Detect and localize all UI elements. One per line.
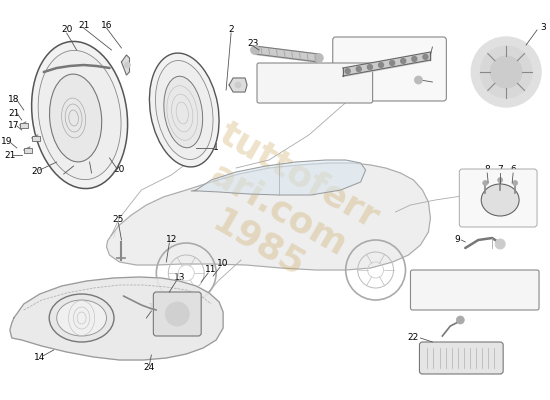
Text: 14: 14 [34,354,46,362]
FancyBboxPatch shape [420,342,503,374]
Ellipse shape [150,53,219,167]
Polygon shape [10,277,223,360]
Text: 22: 22 [407,334,419,342]
Circle shape [314,54,323,62]
Ellipse shape [57,300,107,336]
Text: 3: 3 [540,24,546,32]
Text: 18: 18 [8,96,20,104]
Ellipse shape [481,184,519,216]
Text: 20: 20 [61,26,73,34]
Text: 13: 13 [173,274,185,282]
Text: tuttoferr
ari.com
1985: tuttoferr ari.com 1985 [173,116,384,304]
Text: 4: 4 [432,42,438,52]
Circle shape [480,46,532,98]
Text: 25: 25 [113,216,124,224]
Ellipse shape [38,50,121,180]
Text: 15: 15 [147,304,159,312]
Circle shape [490,56,522,88]
FancyBboxPatch shape [333,37,447,101]
Ellipse shape [164,76,202,148]
Circle shape [166,302,189,326]
Polygon shape [122,55,129,75]
Bar [20,123,28,128]
Text: 11: 11 [205,266,217,274]
Text: Vale per USA e CDN
Valid for USA and CDN: Vale per USA e CDN Valid for USA and CDN [262,72,368,94]
Text: 7: 7 [497,166,503,174]
Circle shape [483,180,488,186]
Ellipse shape [31,42,128,188]
FancyBboxPatch shape [153,292,201,336]
Text: 19: 19 [1,138,13,146]
Polygon shape [107,163,431,270]
Text: 20: 20 [86,170,97,180]
Text: 20: 20 [114,166,125,174]
Text: Vale per USA e CDN
Valid for USA and CDN: Vale per USA e CDN Valid for USA and CDN [421,279,527,301]
Circle shape [378,62,383,68]
Text: 23: 23 [248,38,258,48]
Text: 24: 24 [144,364,155,372]
Bar [32,136,40,141]
Ellipse shape [156,60,213,160]
Text: 10: 10 [217,260,229,268]
Polygon shape [191,160,366,195]
Circle shape [367,64,372,70]
FancyBboxPatch shape [410,270,539,310]
Circle shape [124,62,130,68]
Circle shape [356,66,361,72]
Circle shape [456,316,464,324]
Text: 9: 9 [454,236,460,244]
FancyBboxPatch shape [257,63,372,103]
Bar [24,148,32,153]
Circle shape [495,239,505,249]
Circle shape [389,60,394,66]
FancyBboxPatch shape [459,169,537,227]
Circle shape [412,56,417,62]
Circle shape [250,46,260,54]
Text: 20: 20 [58,172,69,180]
Text: 21: 21 [8,108,19,118]
Text: 6: 6 [510,166,516,174]
Circle shape [345,68,350,74]
Text: 20: 20 [31,168,42,176]
Text: 21: 21 [4,150,15,160]
Text: 21: 21 [78,20,89,30]
Circle shape [498,178,503,182]
Circle shape [401,58,406,64]
Text: 5: 5 [432,78,438,86]
Text: 2: 2 [228,26,234,34]
Text: 17: 17 [8,122,20,130]
Circle shape [415,76,422,84]
Polygon shape [229,78,247,92]
Circle shape [513,180,518,186]
Text: 16: 16 [101,20,112,30]
Circle shape [423,54,428,60]
Circle shape [471,37,541,107]
Text: 8: 8 [485,166,490,174]
Ellipse shape [49,294,114,342]
Text: 1: 1 [213,144,219,152]
Text: 12: 12 [166,236,177,244]
Circle shape [235,82,241,88]
Ellipse shape [50,74,102,162]
